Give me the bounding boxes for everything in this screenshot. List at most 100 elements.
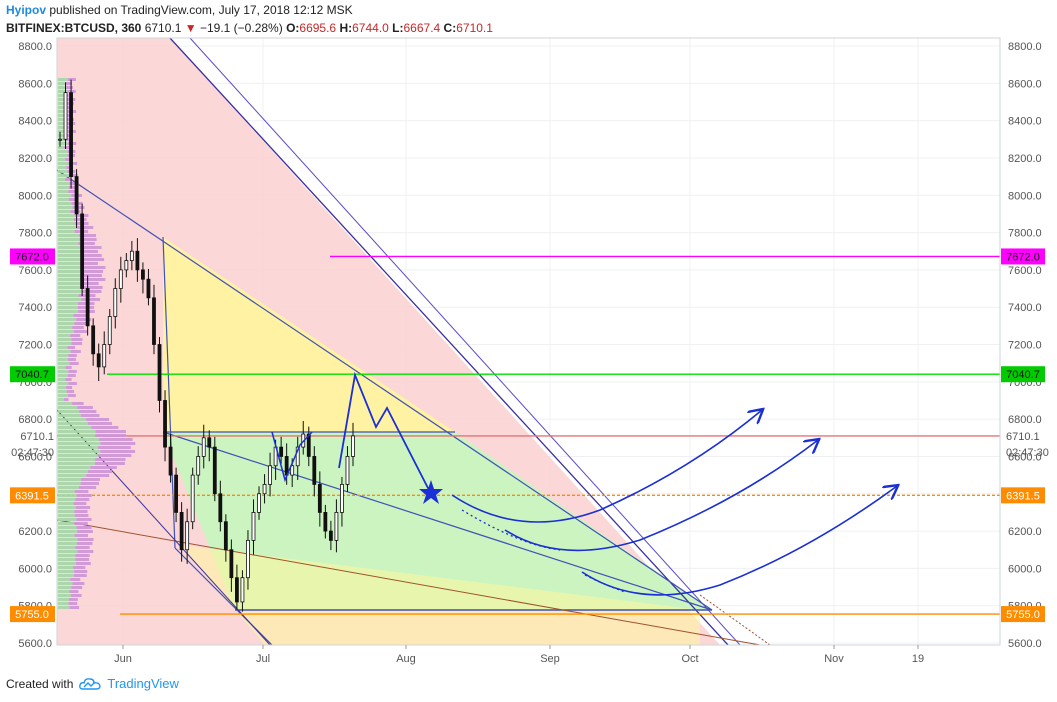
right-price-axis[interactable]: 8800.0 8600.0 8400.0 8200.0 8000.0 7800.0 7600… bbox=[1008, 41, 1042, 650]
y-tick-label: 6000.0 bbox=[18, 563, 52, 575]
volume-bar-down bbox=[100, 450, 136, 453]
candle-body bbox=[340, 484, 344, 513]
volume-bar-down bbox=[86, 474, 110, 477]
volume-bar-up bbox=[58, 314, 74, 317]
symbol-bar: BITFINEX:BTCUSD, 360 6710.1 ▼ −19.1 (−0.… bbox=[6, 21, 493, 35]
volume-bar-down bbox=[95, 430, 126, 433]
volume-bar-up bbox=[58, 282, 81, 285]
volume-bar-up bbox=[58, 486, 79, 489]
volume-bar-down bbox=[69, 606, 80, 609]
tradingview-brand[interactable]: TradingView bbox=[107, 676, 179, 691]
candle-body bbox=[163, 400, 167, 448]
x-tick-label: Nov bbox=[824, 653, 844, 665]
y-tick-label: 7600.0 bbox=[1008, 265, 1042, 277]
volume-bar-up bbox=[58, 142, 68, 145]
volume-bar-up bbox=[58, 478, 82, 481]
volume-bar-down bbox=[75, 558, 90, 561]
volume-bar-down bbox=[72, 566, 86, 569]
author-name[interactable]: Hyipov bbox=[6, 3, 47, 17]
channel-lower-line bbox=[57, 409, 271, 645]
volume-bar-down bbox=[94, 462, 125, 465]
volume-bar-up bbox=[58, 230, 75, 233]
volume-bar-up bbox=[58, 154, 68, 157]
tradingview-cloud-icon[interactable] bbox=[79, 677, 102, 691]
candle-body bbox=[345, 456, 350, 485]
volume-bar-up bbox=[58, 170, 68, 173]
price-label-left: 02:47:30 bbox=[11, 447, 54, 459]
volume-bar-down bbox=[68, 190, 77, 193]
volume-bar-up bbox=[58, 490, 75, 493]
volume-bar-up bbox=[58, 398, 64, 401]
candle-body bbox=[246, 539, 250, 579]
volume-bar-down bbox=[84, 266, 106, 269]
volume-bar-up bbox=[58, 550, 78, 553]
x-tick-label: Sep bbox=[540, 653, 560, 665]
publish-header: Hyipov published on TradingView.com, Jul… bbox=[6, 3, 353, 17]
volume-bar-up bbox=[58, 542, 77, 545]
y-tick-label: 5600.0 bbox=[1008, 638, 1042, 650]
volume-bar-up bbox=[58, 350, 71, 353]
volume-bar-up bbox=[58, 462, 95, 465]
volume-bar-up bbox=[58, 526, 77, 529]
y-tick-label: 8800.0 bbox=[1008, 41, 1042, 53]
y-tick-label: 8400.0 bbox=[18, 116, 52, 128]
volume-bar-down bbox=[79, 250, 98, 253]
y-tick-label: 8000.0 bbox=[18, 190, 52, 202]
low-value: 6667.4 bbox=[403, 21, 441, 35]
volume-bar-up bbox=[58, 458, 96, 461]
volume-bar-down bbox=[81, 478, 100, 481]
volume-bar-down bbox=[64, 146, 70, 149]
time-axis[interactable]: Jun Jul Aug Sep Oct Nov 19 bbox=[114, 645, 924, 665]
volume-bar-down bbox=[79, 410, 97, 413]
volume-bar-down bbox=[95, 458, 126, 461]
volume-bar-down bbox=[68, 186, 78, 189]
candle-body bbox=[279, 446, 284, 457]
volume-bar-down bbox=[91, 426, 119, 429]
volume-bar-down bbox=[98, 454, 132, 457]
volume-bar-up bbox=[58, 150, 68, 153]
volume-bar-up bbox=[58, 402, 73, 405]
symbol-name: BITFINEX:BTCUSD, 360 bbox=[6, 21, 142, 35]
volume-bar-down bbox=[65, 378, 72, 381]
x-tick-label: Aug bbox=[396, 653, 416, 665]
price-label-box-right bbox=[1001, 487, 1045, 504]
volume-bar-down bbox=[68, 602, 78, 605]
volume-bar-up bbox=[58, 546, 76, 549]
volume-bar-down bbox=[74, 322, 88, 325]
price-label-left: 5755.0 bbox=[15, 609, 49, 621]
volume-bar-up bbox=[58, 302, 79, 305]
volume-bar-up bbox=[58, 298, 82, 301]
created-with-text: Created with bbox=[6, 676, 74, 691]
volume-bar-up bbox=[58, 162, 69, 165]
price-label-right: 5755.0 bbox=[1006, 609, 1040, 621]
volume-bar-up bbox=[58, 258, 84, 261]
left-price-axis[interactable]: 8800.0 8600.0 8400.0 8200.0 8000.0 7800.0 7600… bbox=[18, 41, 52, 650]
volume-bar-up bbox=[58, 94, 64, 97]
price-label-right: 7040.7 bbox=[1006, 369, 1040, 381]
volume-bar-up bbox=[58, 586, 72, 589]
star-icon bbox=[419, 480, 443, 504]
price-label-left: 6391.5 bbox=[15, 490, 49, 502]
volume-bar-down bbox=[73, 574, 87, 577]
volume-bar-up bbox=[58, 438, 100, 441]
volume-bar-up bbox=[58, 330, 74, 333]
volume-bar-down bbox=[74, 522, 88, 525]
volume-bar-down bbox=[83, 258, 105, 261]
volume-bar-down bbox=[74, 570, 88, 573]
volume-bar-up bbox=[58, 86, 67, 89]
volume-bar-up bbox=[58, 290, 82, 293]
y-tick-label: 5600.0 bbox=[18, 638, 52, 650]
volume-bar-up bbox=[58, 566, 73, 569]
y-tick-label: 6000.0 bbox=[1008, 563, 1042, 575]
candle-body bbox=[306, 433, 311, 457]
volume-bar-down bbox=[78, 234, 97, 237]
volume-bar-down bbox=[68, 598, 78, 601]
volume-bar-up bbox=[58, 102, 67, 105]
support-trend-line bbox=[57, 519, 761, 645]
candle-body bbox=[91, 325, 96, 355]
volume-bar-down bbox=[77, 538, 94, 541]
volume-bar-up bbox=[58, 82, 66, 85]
volume-bar-up bbox=[58, 482, 81, 485]
volume-bar-down bbox=[99, 438, 133, 441]
